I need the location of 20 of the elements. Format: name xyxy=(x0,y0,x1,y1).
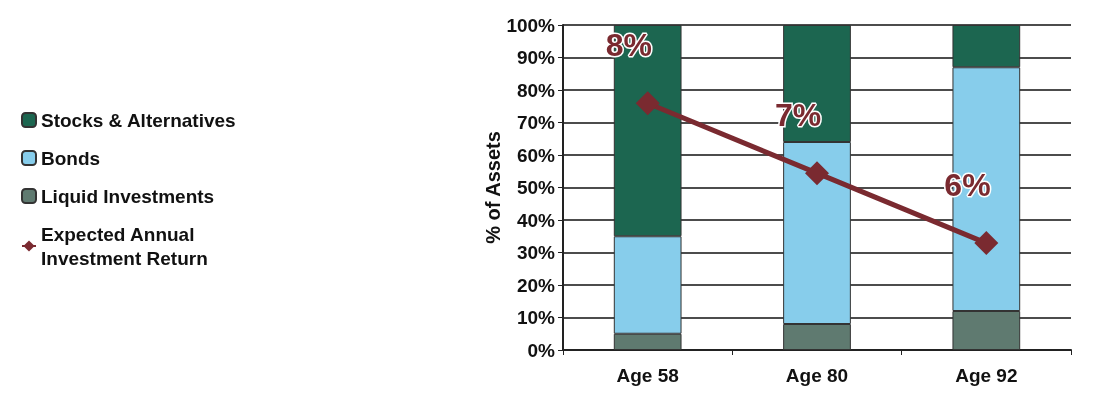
y-tick-label: 0% xyxy=(527,339,556,361)
y-tick-label: 70% xyxy=(516,112,556,133)
y-tick-label: 10% xyxy=(516,307,556,328)
x-tick-label: Age 58 xyxy=(616,365,679,386)
legend-label: Stocks & Alternatives xyxy=(41,109,236,131)
y-tick-label: 20% xyxy=(516,274,556,296)
y-axis-title: % of Assets xyxy=(481,131,504,244)
legend-label: Expected Annual Investment Return xyxy=(41,223,208,269)
y-tick-label: 50% xyxy=(516,177,556,198)
y-tick-label: 90% xyxy=(516,47,556,68)
y-tick-label: 30% xyxy=(516,242,556,263)
y-tick-label: 100% xyxy=(506,14,556,36)
x-tick-label: Age 92 xyxy=(955,365,1018,386)
data-label: 7% xyxy=(775,97,822,134)
legend-label: Liquid Investments xyxy=(41,185,215,207)
x-tick-label: Age 80 xyxy=(785,365,849,386)
y-tick-label: 40% xyxy=(516,209,556,231)
y-tick-label: 80% xyxy=(516,79,556,101)
y-tick-label: 60% xyxy=(516,144,556,166)
legend-label: Bonds xyxy=(41,147,101,169)
